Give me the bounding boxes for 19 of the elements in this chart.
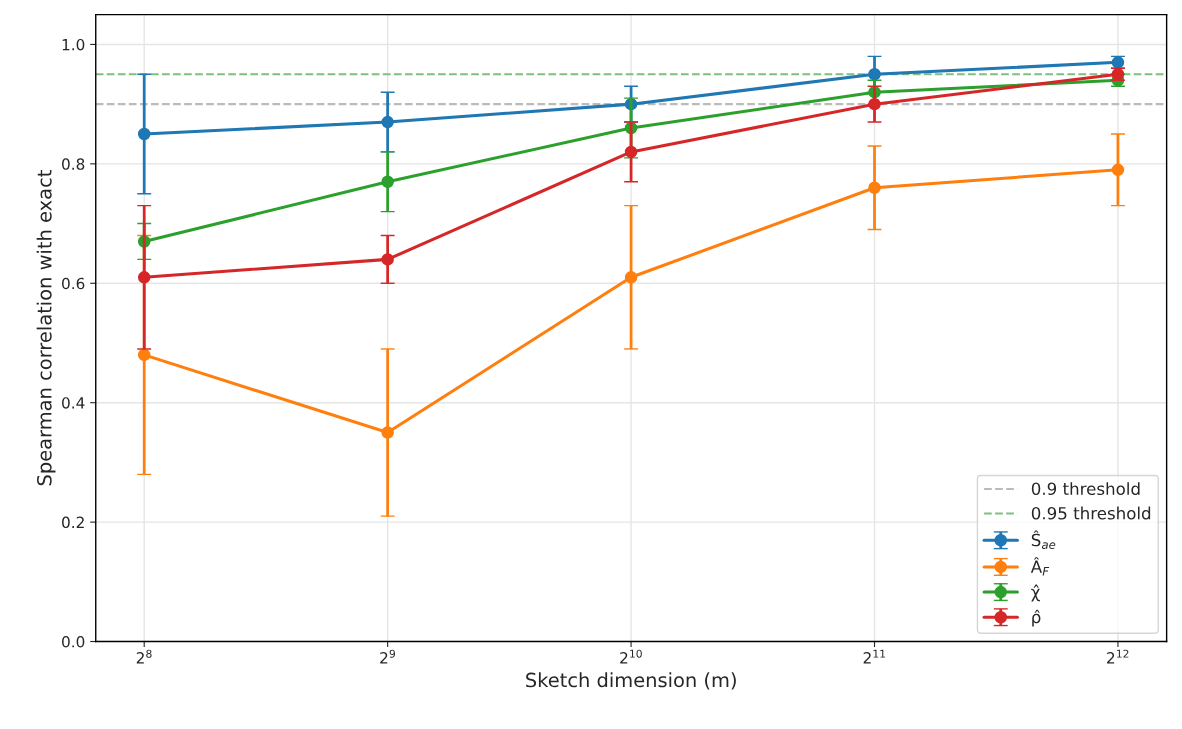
- x-axis-title: Sketch dimension (m): [526, 672, 736, 690]
- x-tick-label: 2$^{12}$: [1107, 649, 1129, 664]
- legend-label: χ̂: [1031, 584, 1040, 602]
- legend-label: Ŝ$_{ae}$: [1031, 530, 1056, 549]
- legend-label: Â$_{F}$: [1030, 557, 1050, 576]
- y-axis-title: Spearman correlation with exact: [36, 170, 56, 486]
- x-tick-label: 2$^{11}$: [863, 649, 886, 664]
- x-tick-label: 2$^{10}$: [620, 649, 642, 664]
- y-tick-label: 0.4: [62, 397, 85, 409]
- y-tick-label: 0.0: [62, 635, 85, 648]
- y-tick-label: 0.8: [62, 158, 85, 170]
- legend-label: 0.95 threshold: [1031, 506, 1151, 520]
- y-tick-label: 0.2: [62, 516, 84, 529]
- x-tick-label: 2$^{8}$: [136, 649, 152, 664]
- legend-label: 0.9 threshold: [1031, 482, 1140, 496]
- x-tick-label: 2$^{9}$: [380, 649, 396, 664]
- y-tick-label: 1.0: [62, 38, 85, 51]
- legend-label: ρ̂: [1032, 609, 1041, 627]
- y-tick-label: 0.6: [62, 277, 85, 290]
